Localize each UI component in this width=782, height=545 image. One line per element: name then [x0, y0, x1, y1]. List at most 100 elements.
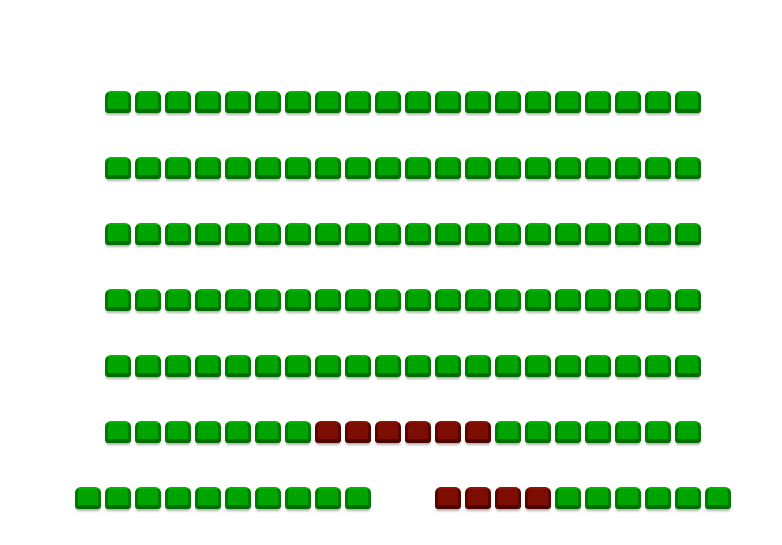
seat-available[interactable]	[105, 421, 131, 443]
seat-available[interactable]	[255, 421, 281, 443]
seat-available[interactable]	[225, 223, 251, 245]
seat-available[interactable]	[345, 355, 371, 377]
seat-available[interactable]	[195, 91, 221, 113]
seat-available[interactable]	[675, 91, 701, 113]
seat-available[interactable]	[105, 223, 131, 245]
seat-available[interactable]	[255, 289, 281, 311]
seat-available[interactable]	[615, 289, 641, 311]
seat-available[interactable]	[675, 355, 701, 377]
seat-available[interactable]	[675, 421, 701, 443]
seat-available[interactable]	[345, 91, 371, 113]
seat-available[interactable]	[315, 157, 341, 179]
seat-available[interactable]	[165, 157, 191, 179]
seat-available[interactable]	[135, 289, 161, 311]
seat-available[interactable]	[495, 157, 521, 179]
seat-available[interactable]	[615, 91, 641, 113]
seat-available[interactable]	[675, 223, 701, 245]
seat-taken[interactable]	[375, 421, 401, 443]
seat-available[interactable]	[555, 487, 581, 509]
seat-available[interactable]	[405, 223, 431, 245]
seat-available[interactable]	[195, 223, 221, 245]
seat-available[interactable]	[495, 289, 521, 311]
seat-available[interactable]	[255, 487, 281, 509]
seat-available[interactable]	[105, 355, 131, 377]
seat-available[interactable]	[435, 289, 461, 311]
seat-available[interactable]	[585, 355, 611, 377]
seat-taken[interactable]	[315, 421, 341, 443]
seat-available[interactable]	[225, 355, 251, 377]
seat-available[interactable]	[195, 289, 221, 311]
seat-available[interactable]	[585, 421, 611, 443]
seat-available[interactable]	[585, 223, 611, 245]
seat-available[interactable]	[135, 157, 161, 179]
seat-taken[interactable]	[435, 421, 461, 443]
seat-available[interactable]	[495, 355, 521, 377]
seat-available[interactable]	[585, 157, 611, 179]
seat-available[interactable]	[435, 223, 461, 245]
seat-available[interactable]	[255, 91, 281, 113]
seat-available[interactable]	[555, 289, 581, 311]
seat-available[interactable]	[525, 289, 551, 311]
seat-available[interactable]	[555, 157, 581, 179]
seat-available[interactable]	[465, 91, 491, 113]
seat-available[interactable]	[165, 289, 191, 311]
seat-available[interactable]	[285, 289, 311, 311]
seat-available[interactable]	[345, 487, 371, 509]
seat-available[interactable]	[285, 91, 311, 113]
seat-available[interactable]	[135, 223, 161, 245]
seat-available[interactable]	[285, 157, 311, 179]
seat-taken[interactable]	[435, 487, 461, 509]
seat-available[interactable]	[495, 421, 521, 443]
seat-taken[interactable]	[495, 487, 521, 509]
seat-available[interactable]	[345, 157, 371, 179]
seat-available[interactable]	[615, 355, 641, 377]
seat-available[interactable]	[495, 223, 521, 245]
seat-available[interactable]	[165, 487, 191, 509]
seat-available[interactable]	[285, 421, 311, 443]
seat-available[interactable]	[375, 355, 401, 377]
seat-available[interactable]	[195, 421, 221, 443]
seat-available[interactable]	[375, 91, 401, 113]
seat-available[interactable]	[315, 223, 341, 245]
seat-taken[interactable]	[465, 487, 491, 509]
seat-taken[interactable]	[345, 421, 371, 443]
seat-available[interactable]	[225, 289, 251, 311]
seat-available[interactable]	[675, 487, 701, 509]
seat-available[interactable]	[675, 289, 701, 311]
seat-available[interactable]	[525, 91, 551, 113]
seat-available[interactable]	[615, 421, 641, 443]
seat-available[interactable]	[285, 223, 311, 245]
seat-available[interactable]	[135, 421, 161, 443]
seat-available[interactable]	[225, 91, 251, 113]
seat-available[interactable]	[645, 289, 671, 311]
seat-available[interactable]	[315, 91, 341, 113]
seat-available[interactable]	[585, 487, 611, 509]
seat-available[interactable]	[555, 223, 581, 245]
seat-available[interactable]	[315, 355, 341, 377]
seat-available[interactable]	[225, 421, 251, 443]
seat-available[interactable]	[645, 157, 671, 179]
seat-available[interactable]	[75, 487, 101, 509]
seat-available[interactable]	[405, 157, 431, 179]
seat-available[interactable]	[195, 487, 221, 509]
seat-available[interactable]	[165, 223, 191, 245]
seat-available[interactable]	[135, 91, 161, 113]
seat-available[interactable]	[645, 487, 671, 509]
seat-available[interactable]	[465, 289, 491, 311]
seat-available[interactable]	[405, 355, 431, 377]
seat-available[interactable]	[675, 157, 701, 179]
seat-available[interactable]	[555, 355, 581, 377]
seat-available[interactable]	[105, 157, 131, 179]
seat-available[interactable]	[255, 355, 281, 377]
seat-available[interactable]	[165, 355, 191, 377]
seat-available[interactable]	[615, 487, 641, 509]
seat-available[interactable]	[645, 355, 671, 377]
seat-available[interactable]	[375, 289, 401, 311]
seat-taken[interactable]	[525, 487, 551, 509]
seat-taken[interactable]	[465, 421, 491, 443]
seat-available[interactable]	[555, 91, 581, 113]
seat-available[interactable]	[615, 157, 641, 179]
seat-available[interactable]	[105, 289, 131, 311]
seat-available[interactable]	[405, 91, 431, 113]
seat-available[interactable]	[465, 223, 491, 245]
